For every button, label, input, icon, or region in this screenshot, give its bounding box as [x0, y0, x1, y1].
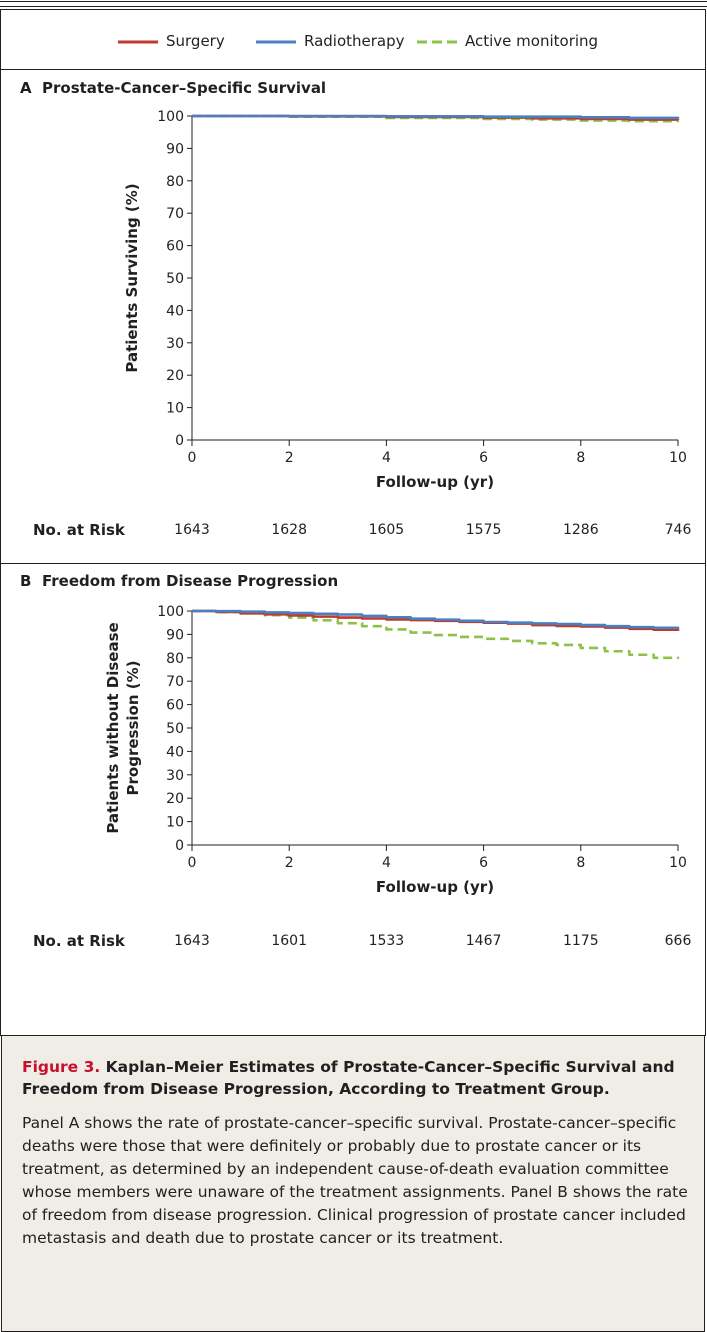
panel-b-y-tick-label-10: 10 — [166, 815, 184, 831]
panel-a-at-risk-8: 1286 — [562, 522, 599, 538]
panel-a-title-text: Prostate-Cancer–Specific Survival — [42, 79, 327, 97]
caption-title: Figure 3. Kaplan–Meier Estimates of Pros… — [22, 1056, 692, 1100]
panel-a-at-risk-0: 1643 — [174, 522, 210, 538]
panel-b-x-tick-label-0: 0 — [188, 855, 197, 871]
panel-a-at-risk-4: 1605 — [368, 522, 405, 538]
figure-frame — [0, 9, 706, 1036]
panel-b-y-tick-label-40: 40 — [166, 744, 184, 760]
panel-b-series-radiotherapy — [192, 609, 680, 630]
panel-b-y-tick-label-30: 30 — [166, 768, 184, 784]
panel-a-y-tick-label-20: 20 — [166, 368, 184, 384]
panel-a-at-risk-2: 1628 — [271, 522, 307, 538]
panel-b-y-axis-label: Patients without Disease Progression (%) — [104, 622, 142, 833]
panel-b-y-axis-label-line-1: Patients without Disease — [104, 622, 122, 833]
panel-b-y-tick-label-100: 100 — [157, 604, 184, 620]
caption-figure-label: Figure 3. — [22, 1058, 101, 1076]
panel-a-at-risk-10: 746 — [664, 522, 692, 538]
panel-b-x-tick-label-6: 6 — [479, 855, 488, 871]
panel-b-risk-label: No. at Risk — [33, 932, 125, 950]
panel-b-y-tick-label-50: 50 — [166, 721, 184, 737]
panel-b-at-risk-0: 1643 — [174, 933, 210, 949]
panel-a-divider — [1, 69, 705, 70]
panel-b-title-text: Freedom from Disease Progression — [42, 572, 339, 590]
caption-body: Panel A shows the rate of prostate-cance… — [22, 1114, 688, 1247]
panel-a-y-tick-label-70: 70 — [166, 206, 184, 222]
panel-a-x-tick-label-6: 6 — [479, 450, 488, 466]
panel-b-y-axis-label-line-2: Progression (%) — [124, 661, 142, 796]
panel-b-letter: B — [20, 572, 32, 590]
caption-title-text: Kaplan–Meier Estimates of Prostate-Cance… — [22, 1058, 675, 1098]
panel-a-letter: A — [20, 79, 32, 97]
panel-b-x-tick-label-4: 4 — [382, 855, 391, 871]
panel-a-title: A Prostate-Cancer–Specific Survival — [20, 79, 326, 97]
panel-a-y-axis-label: Patients Surviving (%) — [123, 183, 141, 372]
panel-b-y-tick-label-70: 70 — [166, 674, 184, 690]
panel-a-x-tick-label-2: 2 — [285, 450, 294, 466]
panel-b-at-risk-10: 666 — [664, 933, 692, 949]
panel-a-y-tick-label-50: 50 — [166, 271, 184, 287]
legend-label-active-monitoring: Active monitoring — [465, 32, 599, 50]
panel-b-y-tick-label-0: 0 — [175, 838, 184, 854]
panel-a-y-tick-label-0: 0 — [175, 433, 184, 449]
panel-b-at-risk-8: 1175 — [562, 933, 599, 949]
panel-b-at-risk-4: 1533 — [368, 933, 405, 949]
figure-caption: Figure 3. Kaplan–Meier Estimates of Pros… — [1, 1036, 705, 1332]
panel-b-x-tick-label-2: 2 — [285, 855, 294, 871]
panel-a-risk-label: No. at Risk — [33, 521, 125, 539]
top-rule-2 — [0, 6, 707, 7]
panel-a-plot: 0 10 20 30 40 50 60 70 80 90 100 0 2 4 6 8 10 Follow-up (… — [123, 109, 687, 491]
panel-a-x-tick-label-0: 0 — [188, 450, 197, 466]
panel-a-y-tick-label-30: 30 — [166, 336, 184, 352]
panel-b-at-risk-6: 1467 — [465, 933, 502, 949]
legend: Surgery Radiotherapy Active monitoring — [0, 30, 707, 54]
panel-b-y-tick-label-80: 80 — [166, 651, 184, 667]
panel-a-y-tick-label-10: 10 — [166, 401, 184, 417]
panel-b-plot: 0 10 20 30 40 50 60 70 80 90 100 0 2 4 6 8 10 Follow-up (… — [104, 604, 687, 896]
panel-a-y-tick-label-100: 100 — [157, 109, 184, 125]
panel-b-y-tick-label-90: 90 — [166, 627, 184, 643]
panel-b-title: B Freedom from Disease Progression — [20, 572, 338, 590]
panel-a-y-tick-label-40: 40 — [166, 303, 184, 319]
panel-b-y-tick-label-20: 20 — [166, 791, 184, 807]
panel-a-y-tick-label-90: 90 — [166, 141, 184, 157]
legend-label-surgery: Surgery — [166, 32, 225, 50]
panel-b-y-tick-label-60: 60 — [166, 698, 184, 714]
panel-a-y-tick-label-80: 80 — [166, 174, 184, 190]
panel-b-x-axis-label: Follow-up (yr) — [376, 878, 494, 896]
panel-b-x-tick-label-8: 8 — [576, 855, 585, 871]
panel-a-x-tick-label-10: 10 — [669, 450, 687, 466]
panel-a-y-tick-label-60: 60 — [166, 239, 184, 255]
panel-a-x-tick-label-4: 4 — [382, 450, 391, 466]
panel-b-x-tick-label-10: 10 — [669, 855, 687, 871]
panel-a-series-radiotherapy — [192, 114, 680, 120]
legend-label-radiotherapy: Radiotherapy — [304, 32, 405, 50]
panel-b-series-active-monitoring — [192, 609, 680, 660]
panel-b-at-risk-2: 1601 — [271, 933, 307, 949]
panel-a-x-tick-label-8: 8 — [576, 450, 585, 466]
panel-a-x-axis-label: Follow-up (yr) — [376, 473, 494, 491]
panel-a-at-risk-6: 1575 — [465, 522, 502, 538]
panel-b-divider — [1, 563, 705, 564]
top-rule — [0, 1, 707, 2]
